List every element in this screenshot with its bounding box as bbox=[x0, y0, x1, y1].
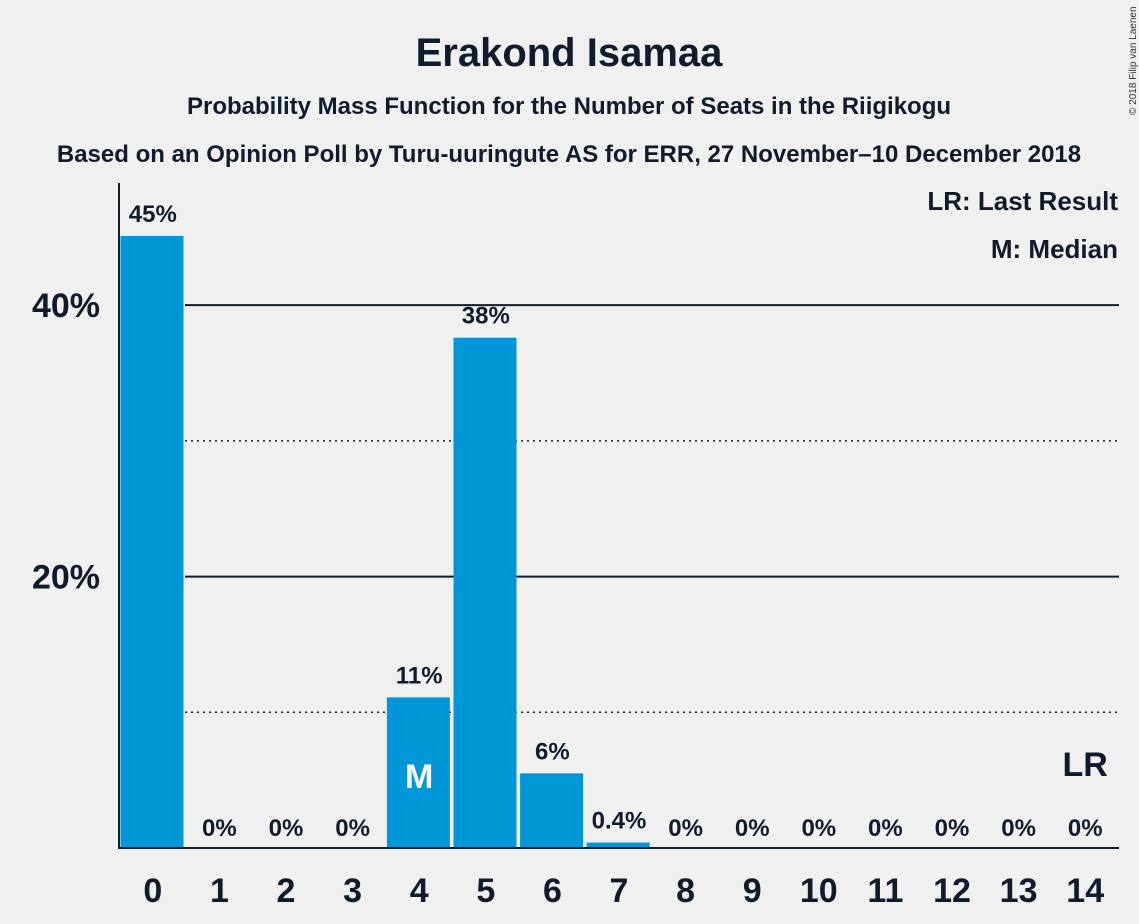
last-result-marker: LR bbox=[1063, 746, 1108, 784]
x-axis-ticks: 0 1 2 3 4 5 6 7 8 9 10 11 12 13 14 bbox=[143, 872, 1104, 910]
x-tick-label: 11 bbox=[867, 872, 903, 910]
data-label-5: 38% bbox=[462, 303, 510, 330]
data-label-7: 0.4% bbox=[592, 808, 647, 835]
chart-source: Based on an Opinion Poll by Turu-uuringu… bbox=[57, 141, 1081, 168]
data-label-10: 0% bbox=[801, 815, 836, 842]
data-label-1: 0% bbox=[202, 815, 237, 842]
x-tick-label: 4 bbox=[410, 872, 429, 910]
chart-title: Erakond Isamaa bbox=[416, 31, 724, 75]
legend-last-result: LR: Last Result bbox=[927, 186, 1118, 216]
data-label-3: 0% bbox=[335, 815, 370, 842]
x-tick-label: 9 bbox=[743, 872, 762, 910]
x-tick-label: 14 bbox=[1066, 872, 1104, 910]
data-labels: 45% 0% 0% 0% 11% 38% 6% 0.4% 0% 0% 0% 0% 0% 0% 0% M LR bbox=[129, 201, 1108, 842]
data-label-9: 0% bbox=[735, 815, 770, 842]
data-label-8: 0% bbox=[668, 815, 703, 842]
x-tick-label: 6 bbox=[543, 872, 562, 910]
x-tick-label: 2 bbox=[277, 872, 296, 910]
x-tick-label: 12 bbox=[933, 872, 971, 910]
data-label-13: 0% bbox=[1001, 815, 1036, 842]
y-tick-label: 40% bbox=[32, 287, 100, 325]
x-tick-label: 0 bbox=[143, 872, 162, 910]
x-tick-label: 3 bbox=[343, 872, 362, 910]
bar-0 bbox=[120, 235, 184, 848]
copyright: © 2018 Filip van Laenen bbox=[1128, 6, 1139, 115]
bar-6 bbox=[520, 773, 584, 848]
bar-7 bbox=[586, 842, 650, 848]
x-tick-label: 7 bbox=[610, 872, 629, 910]
data-label-14: 0% bbox=[1068, 815, 1103, 842]
gridlines bbox=[185, 304, 1119, 714]
bar-5 bbox=[453, 337, 517, 848]
median-marker: M bbox=[405, 758, 433, 796]
bars bbox=[120, 235, 650, 848]
x-tick-label: 8 bbox=[676, 872, 695, 910]
data-label-0: 45% bbox=[129, 201, 177, 228]
y-tick-label: 20% bbox=[32, 559, 100, 597]
legend-median: M: Median bbox=[991, 234, 1118, 264]
data-label-4: 11% bbox=[396, 662, 443, 689]
x-tick-label: 5 bbox=[476, 872, 495, 910]
data-label-6: 6% bbox=[535, 738, 570, 765]
data-label-12: 0% bbox=[935, 815, 970, 842]
x-tick-label: 13 bbox=[1000, 872, 1038, 910]
x-tick-label: 1 bbox=[210, 872, 229, 910]
x-tick-label: 10 bbox=[800, 872, 838, 910]
y-axis-ticks: 20% 40% bbox=[32, 287, 100, 596]
bar-4 bbox=[386, 697, 450, 848]
chart-subtitle: Probability Mass Function for the Number… bbox=[187, 93, 951, 120]
data-label-11: 0% bbox=[868, 815, 903, 842]
data-label-2: 0% bbox=[269, 815, 304, 842]
